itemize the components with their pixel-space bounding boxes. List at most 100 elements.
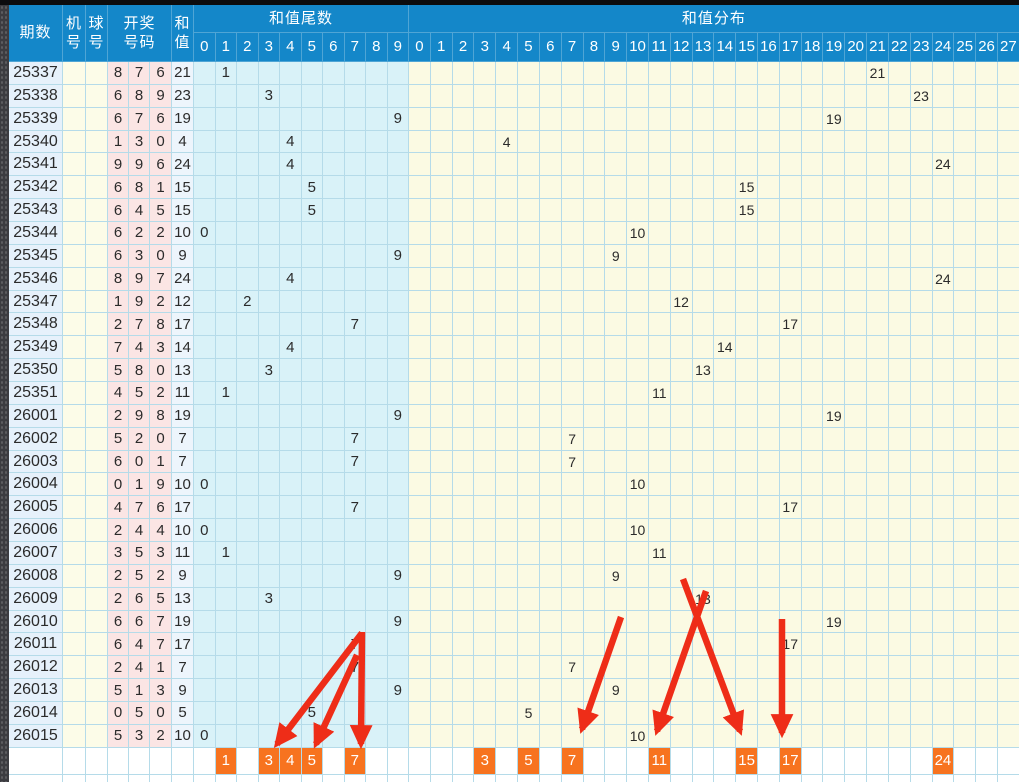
dist-cell [539, 450, 562, 474]
tail-cell [237, 382, 259, 405]
tail-cell [280, 107, 302, 131]
draw-digit-cell: 3 [129, 244, 150, 268]
period-cell: 26015 [9, 724, 63, 748]
period-cell: 26002 [9, 427, 63, 451]
dist-cell [670, 633, 693, 657]
dist-cell [867, 542, 889, 565]
dist-cell [736, 519, 758, 543]
tail-cell [258, 290, 280, 314]
tail-cell [215, 290, 237, 314]
dist-cell [823, 267, 846, 291]
dist-cell [888, 496, 911, 520]
dist-cell [997, 679, 1019, 703]
dist-cell [452, 633, 475, 657]
dist-cell [670, 84, 693, 108]
dist-cell [736, 427, 758, 451]
dist-cell [976, 496, 998, 520]
footer-cell [539, 747, 562, 775]
dist-cell [409, 633, 431, 657]
dist-cell [474, 610, 497, 634]
dist-cell [518, 153, 540, 177]
dist-cell [583, 679, 606, 703]
dist-cell [976, 450, 998, 474]
footer-tail-highlight-cell: 3 [258, 747, 280, 775]
dist-cell [605, 290, 628, 314]
dist-cell [692, 542, 715, 565]
dist-cell [430, 633, 453, 657]
tail-cell [258, 336, 280, 360]
dist-cell [932, 702, 955, 725]
dist-cell [779, 62, 802, 85]
dist-cell [430, 702, 453, 725]
dist-cell [976, 702, 998, 725]
tail-cell [366, 336, 388, 360]
footer-cell [387, 747, 409, 775]
tail-cell [237, 427, 259, 451]
dist-cell [648, 244, 671, 268]
machine-no-cell [63, 450, 86, 474]
tail-cell [194, 313, 216, 337]
dist-cell [736, 702, 758, 725]
machine-no-cell [63, 199, 86, 223]
dist-cell [648, 222, 671, 245]
footer-cell [823, 774, 846, 782]
footer-cell [692, 747, 715, 775]
tail-cell [366, 633, 388, 657]
draw-digit-cell: 0 [129, 450, 150, 474]
tail-cell [301, 244, 323, 268]
dist-cell [910, 222, 933, 245]
dist-cell [845, 633, 868, 657]
dist-cell [714, 199, 737, 223]
dist-cell [910, 519, 933, 543]
tail-cell [323, 313, 345, 337]
dist-cell [627, 587, 649, 611]
tail-cell [301, 450, 323, 474]
dist-cell [627, 633, 649, 657]
dist-cell [932, 496, 955, 520]
sum-cell: 7 [172, 656, 194, 680]
tail-cell [366, 290, 388, 314]
draw-digit-cell: 4 [129, 199, 150, 223]
dist-cell [779, 84, 802, 108]
tail-cell [301, 679, 323, 703]
dist-cell [692, 679, 715, 703]
dist-cell [452, 679, 475, 703]
dist-cell [496, 496, 519, 520]
dist-cell [867, 496, 889, 520]
tail-cell: 9 [387, 564, 409, 588]
dist-cell [954, 290, 977, 314]
dist-cell [583, 587, 606, 611]
dist-cell [888, 564, 911, 588]
dist-cell [474, 724, 497, 748]
tail-cell [323, 62, 345, 85]
dist-cell [409, 404, 431, 428]
dist-cell [997, 222, 1019, 245]
dist-cell [758, 153, 780, 177]
dist-cell [430, 313, 453, 337]
dist-cell [997, 107, 1019, 131]
dist-cell [409, 153, 431, 177]
footer-cell [670, 747, 693, 775]
col-header-dist-27: 27 [997, 33, 1019, 62]
draw-digit-cell: 0 [150, 427, 172, 451]
dist-cell [801, 496, 824, 520]
tail-cell [258, 62, 280, 85]
dist-cell [583, 450, 606, 474]
footer-dist-highlight-cell: 11 [648, 747, 671, 775]
dist-cell [430, 404, 453, 428]
dist-cell: 9 [605, 679, 628, 703]
tail-cell: 7 [344, 656, 366, 680]
dist-cell [888, 656, 911, 680]
dist-cell [932, 290, 955, 314]
dist-cell [430, 267, 453, 291]
tail-cell [366, 656, 388, 680]
footer-cell [150, 774, 172, 782]
dist-cell: 7 [561, 427, 584, 451]
dist-cell [976, 404, 998, 428]
dist-cell [430, 176, 453, 200]
draw-digit-cell: 5 [150, 587, 172, 611]
dist-cell [583, 313, 606, 337]
dist-cell [670, 542, 693, 565]
tail-cell [301, 473, 323, 497]
dist-cell [845, 359, 868, 383]
